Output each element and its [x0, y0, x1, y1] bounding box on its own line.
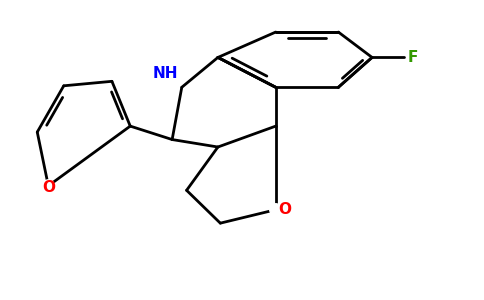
Text: F: F: [408, 50, 418, 65]
Circle shape: [43, 180, 54, 192]
Circle shape: [270, 204, 282, 216]
Text: O: O: [42, 180, 55, 195]
Text: NH: NH: [152, 66, 178, 81]
Text: O: O: [279, 202, 292, 217]
